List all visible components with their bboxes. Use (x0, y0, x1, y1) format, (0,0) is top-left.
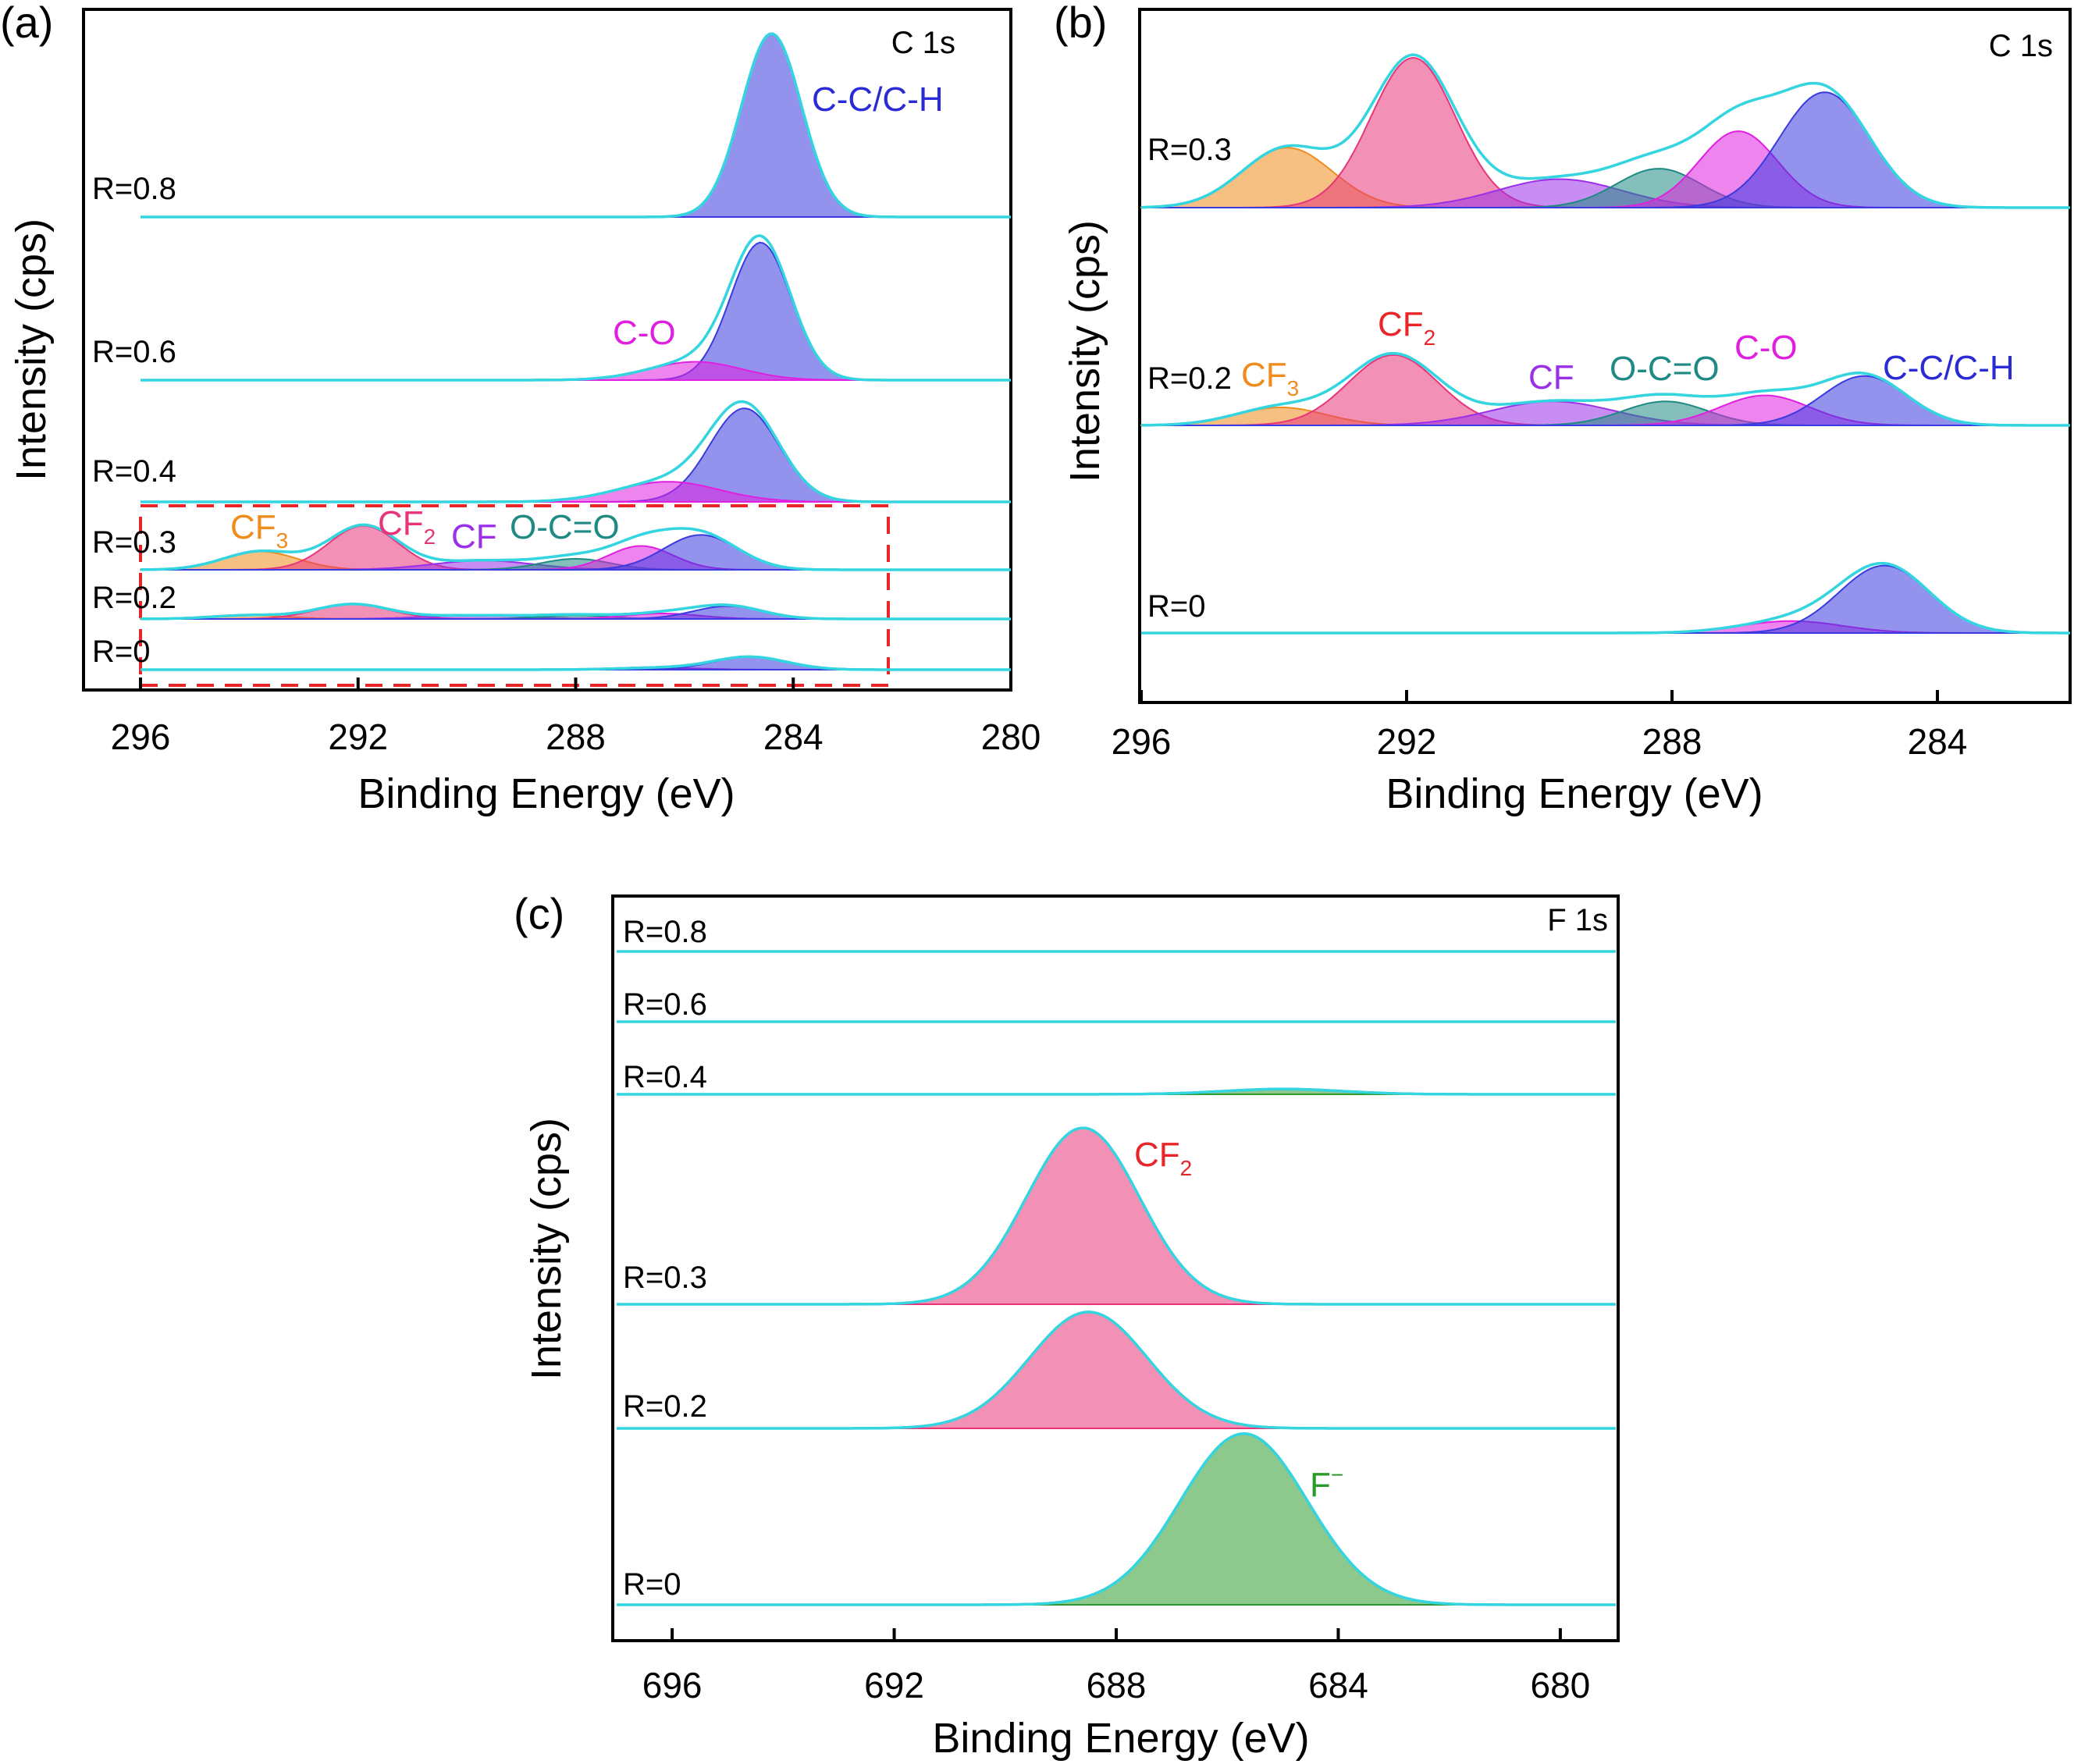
chart-a-fit-envelope (141, 655, 1011, 671)
chart-a-marks: 296 292 288 284 280 R=0.8 R=0.6 R=0.4 R=0.3 R=0.2… (92, 32, 1041, 757)
chart-c-fit-envelope (617, 1087, 1616, 1096)
chart-c-series-label: R=0.2 (623, 1389, 707, 1424)
chart-a-annotation: CF (451, 517, 497, 556)
chart-a-series-label: R=0.2 (92, 581, 176, 615)
panel-a-xlabel: Binding Energy (eV) (358, 770, 735, 817)
chart-c-series-label: R=0.3 (623, 1261, 707, 1295)
chart-c-fit-envelope (617, 1432, 1616, 1606)
chart-c-tick-label: 696 (642, 1665, 703, 1705)
chart-c-annotation: F− (1310, 1463, 1343, 1504)
chart-a-tick-label: 280 (981, 717, 1041, 757)
chart-c-tick-label: 680 (1531, 1665, 1591, 1705)
chart-c-series-label: R=0.6 (623, 987, 707, 1022)
panel-a-ylabel: Intensity (cps) (8, 219, 55, 481)
panel-b-label: (b) (1054, 0, 1107, 47)
chart-a-series-label: R=0.6 (92, 335, 176, 369)
panel-b-axes-frame (1138, 8, 2072, 704)
chart-c-tick-label: 692 (864, 1665, 924, 1705)
chart-c-tick-label: 688 (1087, 1665, 1147, 1705)
chart-a-tick-label: 288 (546, 717, 606, 757)
panel-b-core-level: C 1s (1989, 29, 2053, 63)
chart-b-tick-label: 296 (1112, 721, 1172, 762)
chart-b-series-label: R=0.2 (1147, 361, 1232, 396)
panel-b: (b) C 1s Binding Energy (eV) Intensity (… (1054, 0, 2072, 817)
chart-a-series-label: R=0.3 (92, 525, 176, 560)
panel-b-xlabel: Binding Energy (eV) (1386, 770, 1763, 817)
chart-b-tick-label: 292 (1377, 721, 1437, 762)
chart-c-fit-envelope (617, 1311, 1616, 1430)
panel-c: (c) F 1s Binding Energy (eV) Intensity (… (514, 889, 1620, 1762)
chart-b-annotation: C-C/C-H (1883, 349, 2015, 387)
chart-b-fit-envelope (1140, 53, 2070, 209)
chart-marks: 296 292 288 284 280 R=0.8 R=0.6 R=0.4 R=0.3 R=0.2… (92, 32, 2070, 1705)
chart-b-tick-label: 284 (1908, 721, 1968, 762)
chart-b-marks: 296 292 288 284 R=0.3 R=0.2 R=0 CF2 CF3 CF O-C=O C-… (1112, 53, 2070, 762)
chart-a-annotation: CF2 (378, 504, 436, 549)
panel-b-ylabel: Intensity (cps) (1062, 220, 1108, 482)
chart-c-marks: 696 692 688 684 680 R=0.8 R=0.6 R=0.4 R=0.3 R=0.2… (617, 915, 1616, 1705)
chart-c-tick-label: 684 (1308, 1665, 1368, 1705)
chart-a-annotation: CF3 (230, 508, 288, 553)
chart-c-series-label: R=0.4 (623, 1060, 707, 1094)
chart-a-fit-envelope (141, 234, 1011, 382)
chart-b-annotation: CF2 (1378, 305, 1435, 350)
chart-a-tick-label: 292 (328, 717, 388, 757)
chart-b-fit-envelope (1141, 351, 2070, 427)
panel-a: (a) C 1s Binding Energy (eV) Intensity (… (0, 0, 1012, 817)
panel-a-core-level: C 1s (891, 26, 955, 60)
chart-a-annotation: C-O (613, 314, 676, 352)
chart-a-tick-label: 284 (763, 717, 824, 757)
chart-a-series-label: R=0.4 (92, 454, 176, 489)
panel-c-xlabel: Binding Energy (eV) (932, 1715, 1309, 1762)
chart-b-annotation: CF3 (1241, 356, 1299, 400)
chart-b-annotation: O-C=O (1610, 350, 1720, 388)
chart-b-series-label: R=0.3 (1147, 133, 1232, 167)
chart-a-annotation: C-C/C-H (812, 80, 944, 119)
panel-a-highlight-box (139, 504, 890, 687)
panel-c-label: (c) (514, 889, 564, 938)
chart-b-tick-label: 288 (1642, 721, 1702, 762)
panel-c-ylabel: Intensity (cps) (523, 1118, 570, 1380)
chart-a-fit-envelope (141, 603, 1011, 621)
chart-c-series-label: R=0.8 (623, 915, 707, 949)
chart-a-series-label: R=0 (92, 635, 151, 669)
chart-b-annotation: CF (1528, 358, 1574, 397)
chart-b-fit-envelope (1141, 561, 2070, 635)
chart-a-annotation: O-C=O (510, 508, 620, 546)
chart-a-series-label: R=0.8 (92, 172, 176, 206)
panel-c-core-level: F 1s (1547, 903, 1608, 937)
chart-a-fit-envelope (141, 32, 1011, 219)
chart-c-fit-envelope (617, 1126, 1616, 1306)
chart-a-fit-envelope (141, 400, 1011, 503)
chart-b-series-label: R=0 (1147, 589, 1206, 624)
chart-c-annotation: CF2 (1134, 1136, 1192, 1180)
chart-b-annotation: C-O (1734, 329, 1798, 367)
chart-c-series-label: R=0 (623, 1567, 681, 1602)
panel-a-axes-frame (82, 8, 1012, 692)
chart-a-tick-label: 296 (111, 717, 171, 757)
chart-a-fit-envelope (140, 523, 1011, 571)
panel-a-label: (a) (0, 0, 53, 47)
